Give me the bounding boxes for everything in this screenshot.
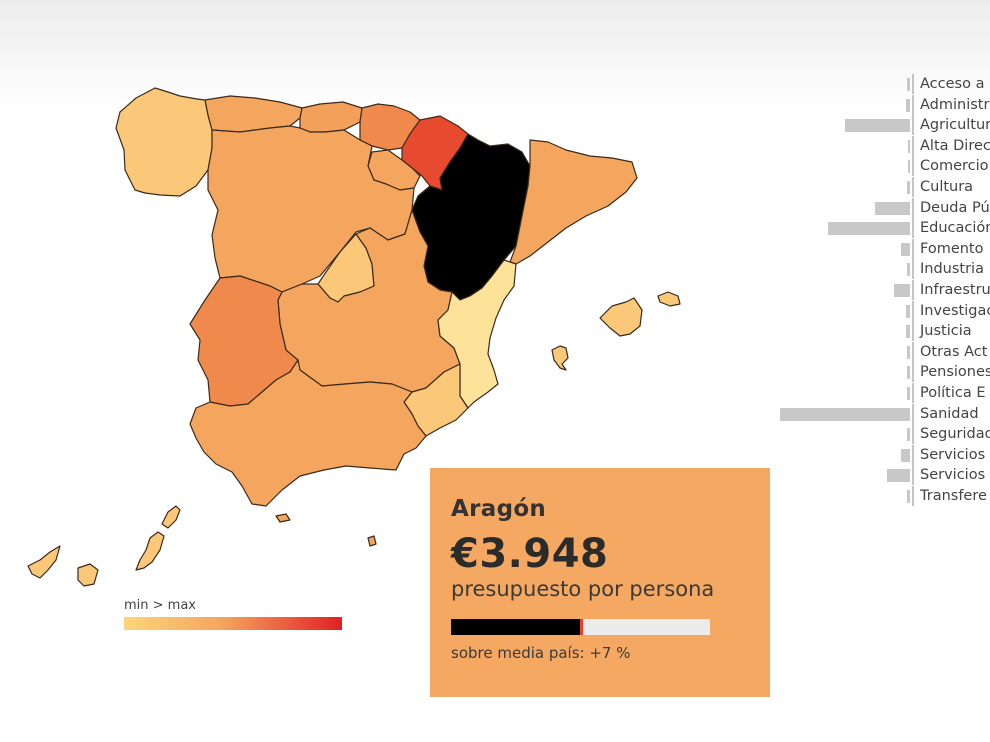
- region-info-card: Aragón €3.948 presupuesto por persona so…: [430, 468, 770, 697]
- category-row[interactable]: Administr: [0, 94, 990, 116]
- category-bar: [906, 304, 910, 318]
- card-comparison-text: sobre media país: +7 %: [451, 644, 631, 662]
- category-row[interactable]: Deuda Pú: [0, 197, 990, 219]
- region-canarias-tenerife[interactable]: [27, 545, 61, 579]
- category-label: Administr: [912, 94, 990, 115]
- category-bar: [907, 345, 910, 359]
- category-row[interactable]: Sanidad: [0, 403, 990, 425]
- category-bar: [906, 98, 910, 112]
- category-label: Comercio: [912, 156, 990, 177]
- card-region-name: Aragón: [451, 496, 547, 522]
- region-canarias-gran-canaria[interactable]: [77, 563, 99, 587]
- region-canarias-fuerteventura[interactable]: [135, 531, 165, 571]
- category-bar: [894, 283, 910, 297]
- category-row[interactable]: Otras Act: [0, 341, 990, 363]
- region-baleares-menorca[interactable]: [657, 291, 681, 307]
- category-label: Transfere: [912, 485, 990, 506]
- region-melilla[interactable]: [367, 535, 377, 547]
- category-row[interactable]: Seguridad: [0, 424, 990, 445]
- category-label: Servicios: [912, 465, 990, 486]
- category-row[interactable]: Industria: [0, 259, 990, 280]
- category-label: Cultura: [912, 176, 990, 197]
- category-bar: [907, 180, 910, 194]
- category-label: Deuda Pú: [912, 197, 990, 218]
- category-label: Pensiones: [912, 362, 990, 383]
- legend-label: min > max: [124, 598, 196, 613]
- category-bar: [908, 160, 910, 174]
- region-baleares-ibiza[interactable]: [551, 345, 569, 371]
- category-row[interactable]: Agricultur: [0, 115, 990, 136]
- card-unit-label: presupuesto por persona: [451, 577, 715, 601]
- legend-gradient-bar: [124, 617, 342, 630]
- category-bar: [780, 407, 910, 421]
- category-bar: [845, 119, 910, 133]
- category-bar: [907, 386, 910, 400]
- category-bar: [900, 448, 910, 462]
- category-bar: [900, 242, 910, 256]
- category-label: Sanidad: [912, 403, 990, 424]
- category-row[interactable]: Justicia: [0, 321, 990, 342]
- region-galicia[interactable]: [115, 87, 213, 197]
- category-row[interactable]: Infraestru: [0, 279, 990, 301]
- color-legend: min > max: [124, 598, 342, 630]
- region-cataluna[interactable]: [509, 139, 638, 265]
- category-row[interactable]: Servicios: [0, 444, 990, 466]
- region-asturias[interactable]: [204, 95, 303, 133]
- category-row[interactable]: Educación: [0, 218, 990, 239]
- category-row[interactable]: Investigac: [0, 300, 990, 322]
- category-label: Acceso a: [912, 74, 990, 94]
- card-comparison-marker: [579, 619, 583, 635]
- category-bar: [886, 469, 910, 483]
- category-label: Otras Act: [912, 341, 990, 362]
- category-label: Seguridad: [912, 424, 990, 445]
- category-bar: [907, 489, 910, 503]
- category-row[interactable]: Transfere: [0, 485, 990, 507]
- category-label: Servicios: [912, 444, 990, 465]
- region-baleares-mallorca[interactable]: [599, 297, 643, 337]
- category-bar: [907, 78, 910, 91]
- category-bar: [907, 366, 910, 380]
- region-andalucia[interactable]: [189, 359, 427, 507]
- category-row[interactable]: Política E: [0, 382, 990, 404]
- category-row[interactable]: Comercio: [0, 156, 990, 177]
- category-bar: [906, 325, 910, 339]
- category-label: Alta Direc: [912, 135, 990, 156]
- category-bar: [874, 201, 910, 215]
- category-label: Agricultur: [912, 115, 990, 136]
- card-comparison-bar-fill: [451, 619, 581, 635]
- category-label: Fomento: [912, 238, 990, 259]
- card-amount: €3.948: [451, 531, 609, 577]
- category-bar: [907, 428, 910, 442]
- category-row[interactable]: Pensiones: [0, 362, 990, 383]
- region-canarias-lanzarote[interactable]: [161, 505, 181, 529]
- category-row[interactable]: Fomento: [0, 238, 990, 260]
- category-bar: [828, 222, 910, 236]
- region-ceuta[interactable]: [275, 513, 291, 523]
- category-bar: [908, 139, 910, 153]
- category-label: Justicia: [912, 321, 990, 342]
- card-comparison-bar: [451, 619, 710, 635]
- category-row[interactable]: Cultura: [0, 176, 990, 198]
- category-label: Educación: [912, 218, 990, 239]
- category-bar: [907, 263, 910, 277]
- category-label: Política E: [912, 382, 990, 403]
- category-bar-list: Acceso a Administr Agricultur Alta Direc Com…: [0, 74, 990, 506]
- category-row[interactable]: Alta Direc: [0, 135, 990, 157]
- category-label: Investigac: [912, 300, 990, 321]
- category-label: Industria: [912, 259, 990, 280]
- category-row[interactable]: Servicios: [0, 465, 990, 486]
- category-row[interactable]: Acceso a: [0, 74, 990, 95]
- category-label: Infraestru: [912, 279, 990, 300]
